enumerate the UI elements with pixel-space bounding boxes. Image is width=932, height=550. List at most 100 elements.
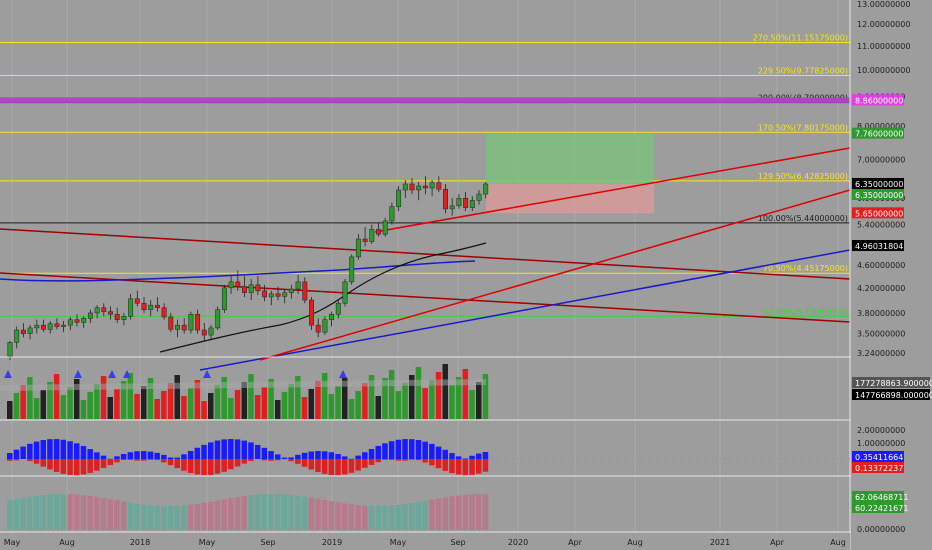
candle-body: [94, 307, 100, 314]
time-tick-label: Sep: [450, 538, 465, 547]
osc1-bar-red: [228, 459, 234, 470]
position-target-zone[interactable]: [486, 133, 654, 184]
osc1-bar-blue: [13, 449, 20, 459]
candle-body: [195, 314, 201, 331]
osc2-bar: [442, 497, 448, 530]
osc1-badge: [852, 451, 904, 462]
candle-body: [235, 281, 241, 287]
osc2-bar: [415, 502, 422, 530]
osc1-bar-blue: [187, 450, 194, 459]
osc2-bar: [429, 499, 435, 530]
magenta-band: [0, 97, 850, 104]
osc1-bar-red: [268, 459, 274, 461]
osc1-bar-red: [415, 459, 422, 461]
osc2-badge: [852, 502, 904, 513]
osc1-bar-blue: [47, 439, 53, 459]
osc2-bar: [248, 495, 254, 530]
osc2-bar: [154, 505, 160, 530]
volume-badge-label: 177278863.90000000: [855, 379, 932, 388]
volume-bar: [409, 375, 415, 419]
osc2-bar: [409, 503, 415, 530]
volume-bar: [161, 391, 167, 419]
osc2-bar: [362, 505, 368, 530]
osc1-bar-blue: [301, 452, 308, 459]
candle-body: [382, 220, 388, 235]
volume-bar: [167, 383, 174, 419]
osc1-bar-red: [449, 459, 455, 474]
osc1-bar-red: [194, 459, 201, 475]
candle-body: [242, 286, 247, 293]
osc1-bar-blue: [7, 453, 13, 459]
osc2-bar: [167, 505, 174, 530]
osc1-bar-red: [375, 459, 381, 463]
volume-bar: [141, 386, 147, 419]
osc2-bar: [187, 504, 194, 530]
volume-bar: [7, 401, 13, 419]
volume-bar: [127, 373, 134, 419]
price-tick-label: 3.50000000: [857, 330, 905, 339]
osc1-bar-blue: [201, 444, 207, 459]
osc1-bar-red: [368, 459, 375, 465]
osc1-bar-red: [221, 459, 227, 472]
osc1-bar-blue: [295, 454, 301, 459]
volume-bar: [60, 395, 67, 419]
osc1-bar-blue: [342, 456, 348, 459]
osc1-bar-blue: [476, 453, 482, 459]
price-badge-label: 6.35000000: [855, 191, 903, 200]
volume-bar: [214, 385, 221, 419]
osc2-bar: [87, 495, 93, 530]
osc1-bar-red: [422, 459, 428, 463]
osc1-bar-blue: [402, 439, 408, 459]
osc1-bar-blue: [315, 451, 321, 459]
candle-body: [295, 281, 301, 290]
candle-body: [14, 329, 20, 343]
volume-bar: [395, 391, 402, 419]
osc2-bar: [13, 498, 20, 530]
osc1-bar-blue: [248, 442, 254, 459]
osc1-bar-blue: [114, 456, 120, 459]
time-axis[interactable]: May Aug 2018 May Sep 2019 May Sep 2020 Apr Aug 2021…: [0, 533, 850, 550]
time-tick-label: Sep: [260, 538, 275, 547]
time-tick-label: 2021: [710, 538, 730, 547]
candle-body: [268, 293, 274, 298]
osc1-bar-blue: [27, 443, 33, 459]
osc2-badge-label: 60.22421671: [855, 504, 908, 513]
signal-arrow-icon: [4, 370, 12, 378]
osc2-bar: [60, 494, 67, 530]
osc2-bar: [147, 505, 154, 530]
fib-level-label: 270.50%(11.15175000): [753, 34, 848, 43]
candle-body: [449, 205, 455, 210]
volume-bar: [254, 395, 261, 419]
volume-bar: [449, 385, 455, 419]
osc2-badge-label: 62.06468711: [855, 493, 908, 502]
volume-bar: [455, 377, 462, 419]
fib-level-label: 229.50%(9.77825000): [758, 67, 848, 76]
osc1-bar-blue: [100, 455, 107, 459]
osc2-bar: [335, 502, 341, 530]
osc1-bar-red: [362, 459, 368, 468]
position-stop-zone[interactable]: [486, 183, 654, 214]
osc1-bar-red: [208, 459, 214, 475]
osc2-bar: [469, 494, 475, 530]
time-tick-label: 2020: [508, 538, 528, 547]
candle-body: [349, 256, 355, 283]
osc1-bar-blue: [228, 439, 234, 459]
candle-body: [168, 316, 174, 330]
time-tick-label: 2019: [322, 538, 342, 547]
volume-bar: [194, 380, 201, 419]
time-tick-label: Aug: [627, 538, 643, 547]
fib-level-label: 70.50%(4.45175000): [763, 264, 848, 273]
price-badge-label: 7.76000000: [855, 130, 903, 139]
grid: [11, 0, 839, 532]
volume-bar: [301, 397, 308, 419]
volume-bar: [469, 390, 475, 419]
osc1-bar-blue: [355, 455, 361, 459]
candle-body: [188, 314, 194, 331]
price-axis[interactable]: 13.00000000 12.00000000 11.00000000 10.0000…: [851, 0, 932, 550]
osc1-bar-red: [388, 459, 395, 460]
osc1-bar-red: [120, 459, 127, 460]
osc1-bar-blue: [455, 456, 462, 459]
candle-body: [148, 304, 154, 310]
position-box[interactable]: [486, 133, 654, 214]
